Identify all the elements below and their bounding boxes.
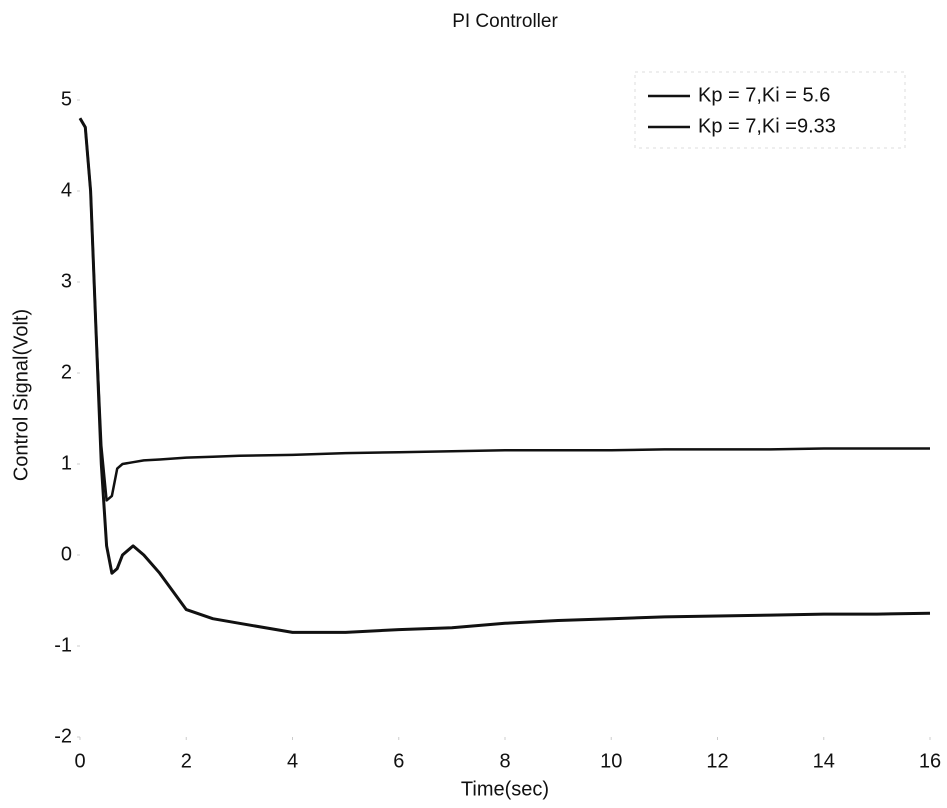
- y-tick-label: -1: [54, 634, 72, 656]
- y-tick-label: 2: [61, 361, 72, 383]
- legend-label: Kp = 7,Ki =9.33: [698, 115, 836, 137]
- x-tick-label: 14: [813, 750, 835, 772]
- y-tick-label: 3: [61, 270, 72, 292]
- legend-label: Kp = 7,Ki = 5.6: [698, 84, 830, 106]
- y-axis-label: Control Signal(Volt): [10, 309, 32, 481]
- chart-title: PI Controller: [452, 11, 558, 32]
- y-tick-label: 5: [61, 88, 72, 110]
- x-tick-label: 16: [919, 750, 941, 772]
- y-tick-label: 4: [61, 179, 72, 201]
- x-tick-label: 6: [393, 750, 404, 772]
- y-tick-label: 1: [61, 452, 72, 474]
- x-tick-label: 4: [287, 750, 298, 772]
- x-tick-label: 0: [74, 750, 85, 772]
- legend-box: [634, 71, 906, 149]
- x-tick-label: 12: [706, 750, 728, 772]
- series-line: [78, 117, 930, 502]
- x-tick-label: 2: [181, 750, 192, 772]
- x-axis-label: Time(sec): [461, 778, 549, 800]
- x-tick-label: 8: [499, 750, 510, 772]
- x-tick-label: 10: [600, 750, 622, 772]
- series-line: [78, 117, 931, 634]
- y-tick-label: 0: [61, 543, 72, 565]
- y-tick-label: -2: [54, 725, 72, 747]
